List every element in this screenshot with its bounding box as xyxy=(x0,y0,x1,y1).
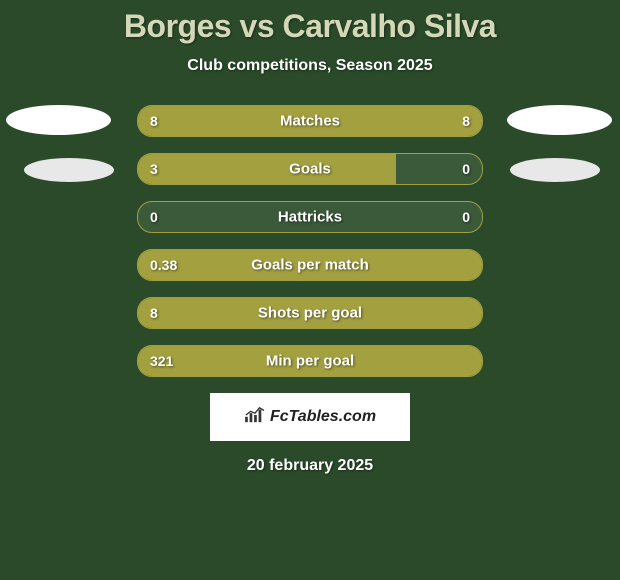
stat-value-right: 0 xyxy=(462,161,470,177)
page-subtitle: Club competitions, Season 2025 xyxy=(0,57,620,75)
stat-rows: 8 Matches 8 3 Goals 0 0 Hattricks 0 xyxy=(137,105,483,377)
stat-bar-left xyxy=(138,250,482,280)
chart-icon xyxy=(244,406,266,429)
player-right-team-badge xyxy=(510,158,600,182)
stat-row-goals: 3 Goals 0 xyxy=(137,153,483,185)
stat-row-goals-per-match: 0.38 Goals per match xyxy=(137,249,483,281)
stat-bar-left xyxy=(138,298,482,328)
footer-date: 20 february 2025 xyxy=(0,457,620,475)
branding-text: FcTables.com xyxy=(270,408,376,426)
stats-area: 8 Matches 8 3 Goals 0 0 Hattricks 0 xyxy=(0,105,620,377)
stat-row-min-per-goal: 321 Min per goal xyxy=(137,345,483,377)
player-left-avatar xyxy=(6,105,111,135)
stat-row-shots-per-goal: 8 Shots per goal xyxy=(137,297,483,329)
stat-label: Hattricks xyxy=(138,209,482,226)
stat-bar-left xyxy=(138,106,310,136)
branding-box[interactable]: FcTables.com xyxy=(210,393,410,441)
stat-bar-left xyxy=(138,346,482,376)
stat-bar-right xyxy=(310,106,482,136)
stat-row-hattricks: 0 Hattricks 0 xyxy=(137,201,483,233)
page-title: Borges vs Carvalho Silva xyxy=(0,8,620,45)
stat-bar-left xyxy=(138,154,396,184)
stat-value-right: 0 xyxy=(462,209,470,225)
player-left-team-badge xyxy=(24,158,114,182)
stat-row-matches: 8 Matches 8 xyxy=(137,105,483,137)
player-right-avatar xyxy=(507,105,612,135)
comparison-card: Borges vs Carvalho Silva Club competitio… xyxy=(0,8,620,580)
stat-value-left: 0 xyxy=(150,209,158,225)
